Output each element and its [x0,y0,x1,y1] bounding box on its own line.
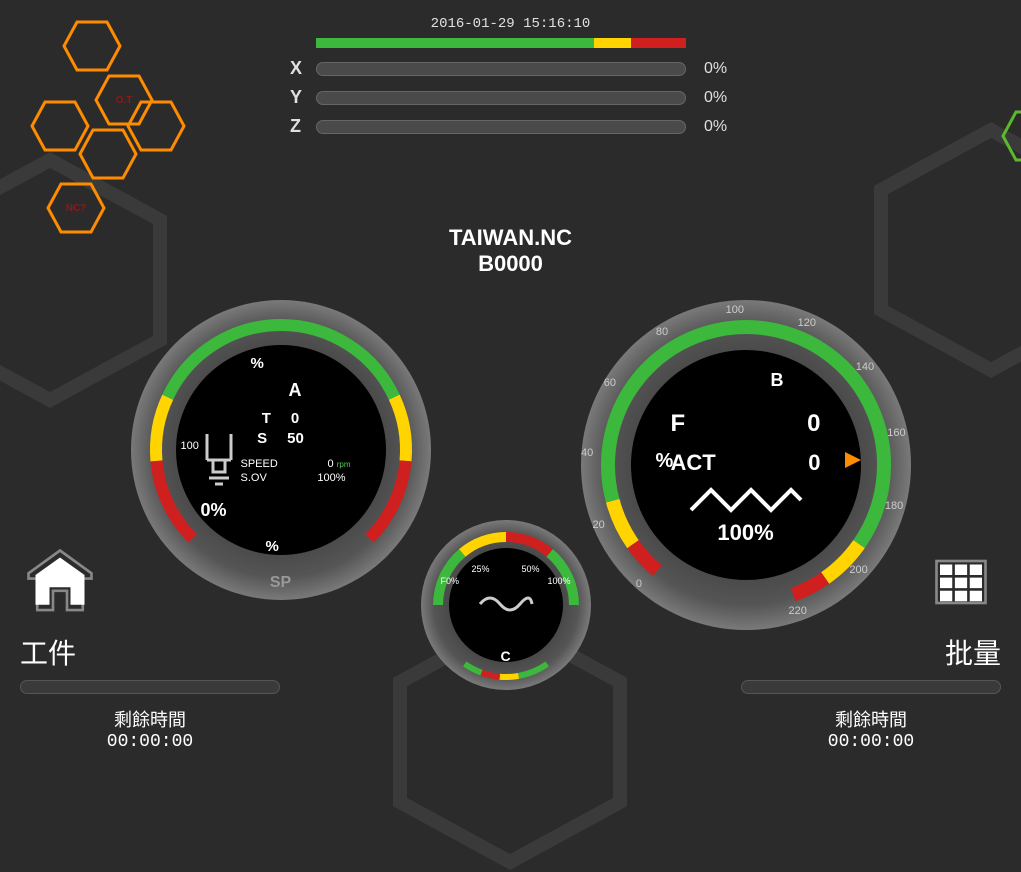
work-title: 工件 [20,632,280,672]
hex-cell-5[interactable]: NC? [46,182,106,234]
status-bar [316,38,686,48]
hex-cell-0[interactable] [62,20,122,72]
spindle-pct: 0% [201,500,227,521]
axis-row-y: Y0% [290,87,727,108]
work-progress [20,680,280,694]
gauge-override: 25% 50% F0% 100% C [421,520,591,690]
batch-title: 批量 [741,632,1001,672]
batch-time: 00:00:00 [741,732,1001,752]
gauge-letter: B [771,370,784,391]
gauge-letter: C [500,648,510,664]
axis-bars: X0% Y0% Z0% [290,58,727,145]
timestamp: 2016-01-29 15:16:10 [431,16,591,32]
batch-time-label: 剩餘時間 [741,706,1001,732]
sine-icon [476,592,536,616]
pct-symbol: % [251,355,264,372]
hex-cell-3[interactable]: AFC [1001,110,1021,162]
work-panel: 工件 剩餘時間 00:00:00 [20,542,280,752]
feed-wave-icon [686,480,806,520]
work-time-label: 剩餘時間 [20,706,280,732]
program-display: TAIWAN.NC B0000 [449,225,572,277]
work-time: 00:00:00 [20,732,280,752]
hex-cell-4[interactable] [78,128,138,180]
spindle-icon [201,430,237,490]
home-button[interactable] [20,542,100,622]
gauge-letter: A [289,380,302,401]
pointer-icon [845,452,861,468]
program-name: TAIWAN.NC [449,225,572,251]
axis-row-x: X0% [290,58,727,79]
axis-row-z: Z0% [290,116,727,137]
program-block: B0000 [449,251,572,277]
batch-panel: 批量 剩餘時間 00:00:00 [741,542,1001,752]
grid-button[interactable] [921,542,1001,622]
batch-progress [741,680,1001,694]
